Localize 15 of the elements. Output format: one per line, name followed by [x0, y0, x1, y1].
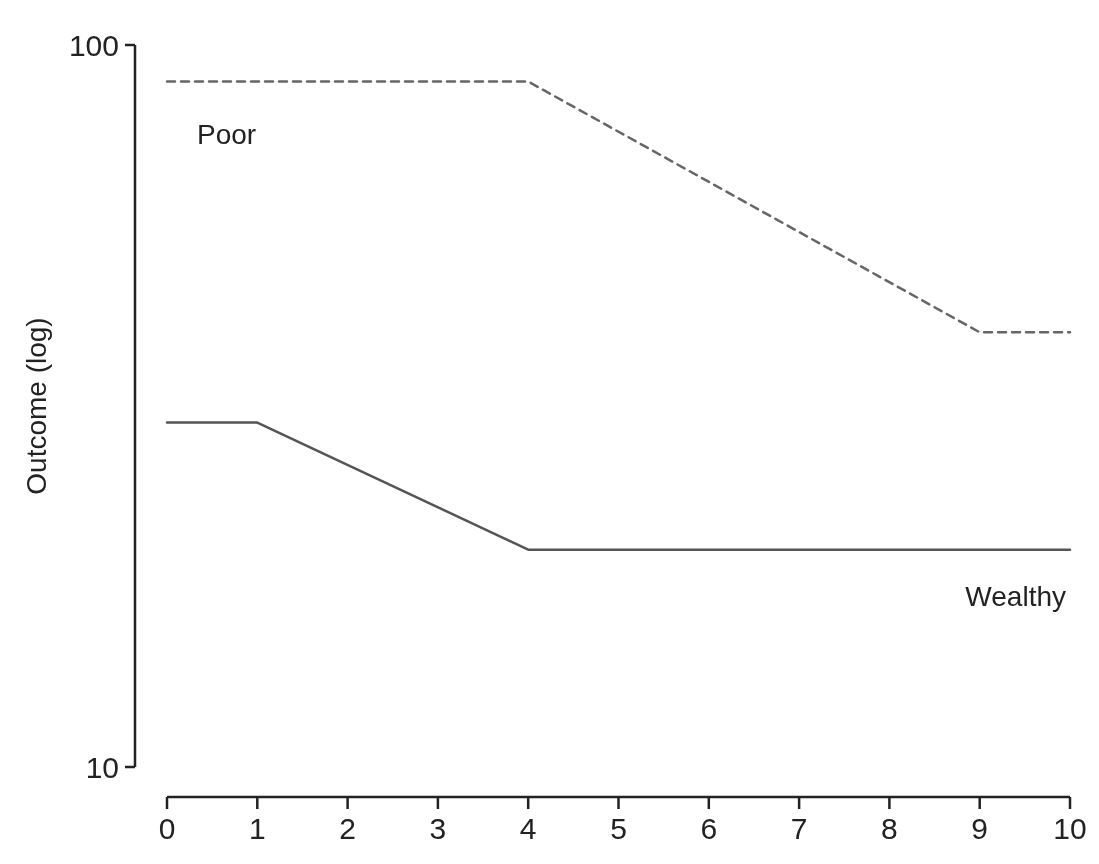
x-tick-label: 1: [248, 812, 266, 845]
x-tick-label: 8: [881, 812, 898, 845]
x-tick-label: 5: [610, 812, 627, 845]
x-tick-label: 6: [700, 812, 718, 845]
x-tick-label: 3: [429, 812, 447, 845]
x-tick-label: 9: [971, 812, 989, 845]
y-tick-label: 100: [68, 28, 119, 62]
x-tick-label: 10: [1053, 812, 1087, 845]
x-tick-label: 4: [519, 812, 537, 845]
x-tick-label: 2: [339, 812, 356, 845]
y-axis-title: Outcome (log): [20, 317, 52, 495]
x-tick-label: 0: [158, 812, 176, 845]
series-label: Poor: [197, 118, 257, 150]
x-tick-label: 7: [790, 812, 808, 845]
series-label: Wealthy: [965, 580, 1066, 612]
